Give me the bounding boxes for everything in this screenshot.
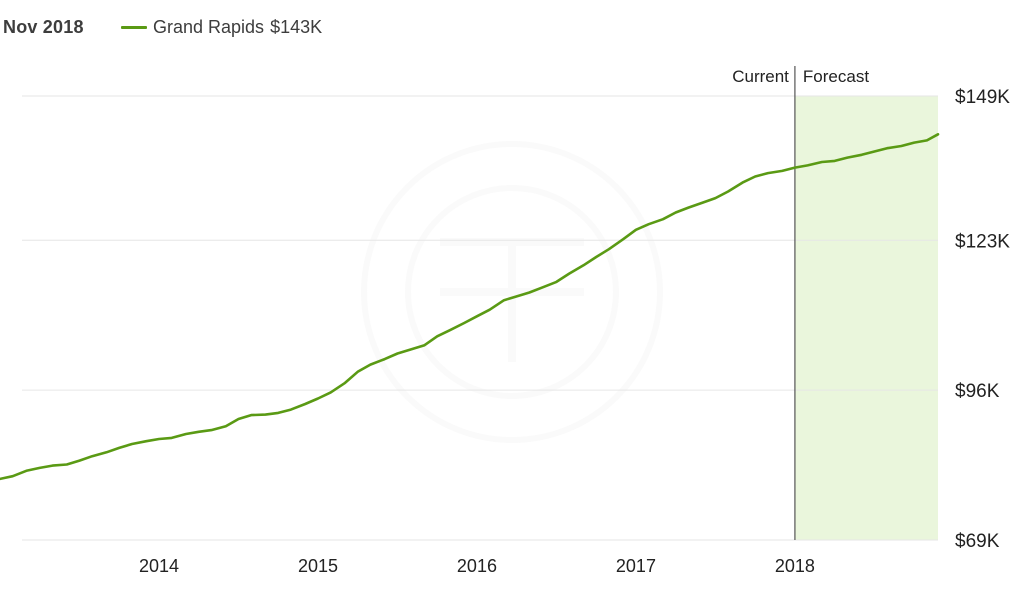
x-tick-label: 2018 bbox=[775, 556, 815, 576]
legend-series-name: Grand Rapids bbox=[153, 17, 265, 37]
y-tick-label: $149K bbox=[955, 87, 1010, 108]
y-tick-label: $96K bbox=[955, 381, 1000, 402]
series-line-grand-rapids[interactable] bbox=[0, 133, 940, 481]
legend-date: Nov 2018 bbox=[3, 17, 84, 37]
forecast-region bbox=[794, 96, 938, 540]
x-tick-label: 2016 bbox=[457, 556, 497, 576]
x-tick-label: 2015 bbox=[298, 556, 338, 576]
watermark-logo bbox=[361, 141, 663, 443]
legend-item-grand-rapids[interactable]: Grand Rapids $143K bbox=[121, 17, 322, 38]
current-label: Current bbox=[732, 67, 789, 86]
forecast-label: Forecast bbox=[803, 67, 869, 86]
legend-swatch-line bbox=[121, 26, 147, 29]
y-tick-label: $69K bbox=[955, 531, 1000, 552]
y-tick-label: $123K bbox=[955, 231, 1010, 252]
x-tick-label: 2014 bbox=[139, 556, 179, 576]
legend-series-value: $143K bbox=[270, 17, 323, 37]
x-tick-label: 2017 bbox=[616, 556, 656, 576]
